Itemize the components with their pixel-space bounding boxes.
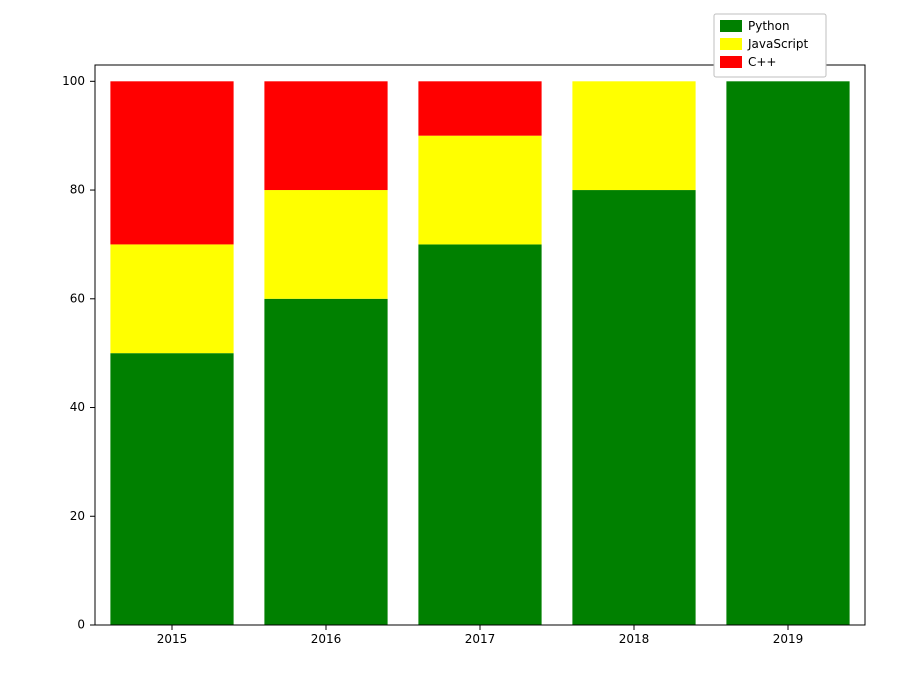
bar-segment-javascript [264,190,387,299]
y-tick-label: 0 [77,618,85,632]
bar-segment-javascript [110,244,233,353]
bar-segment-python [110,353,233,625]
x-tick-label: 2017 [465,632,496,646]
bar-segment-python [418,244,541,625]
bar-segment-javascript [572,81,695,190]
x-tick-label: 2016 [311,632,342,646]
y-tick-label: 20 [70,509,85,523]
legend-item-label: Python [748,19,790,33]
legend: Python JavaScript C++ [714,14,826,77]
bar-segment-cpp [264,81,387,190]
x-tick-label: 2018 [619,632,650,646]
y-tick-label: 80 [70,183,85,197]
bar-segment-python [572,190,695,625]
bars-group [110,81,849,625]
y-tick-label: 60 [70,291,85,305]
y-tick-label: 40 [70,400,85,414]
bar-segment-python [726,81,849,625]
bar-segment-javascript [418,136,541,245]
bar-segment-cpp [418,81,541,135]
bar-segment-cpp [110,81,233,244]
legend-item-label: C++ [748,55,777,69]
y-tick-label: 100 [62,74,85,88]
bar-segment-python [264,299,387,625]
x-tick-label: 2015 [157,632,188,646]
x-tick-label: 2019 [773,632,804,646]
legend-item-label: JavaScript [747,37,808,51]
stacked-bar-chart: 0 20 40 60 80 100 2015 2016 2017 2018 2019 Python Ja… [0,0,900,700]
